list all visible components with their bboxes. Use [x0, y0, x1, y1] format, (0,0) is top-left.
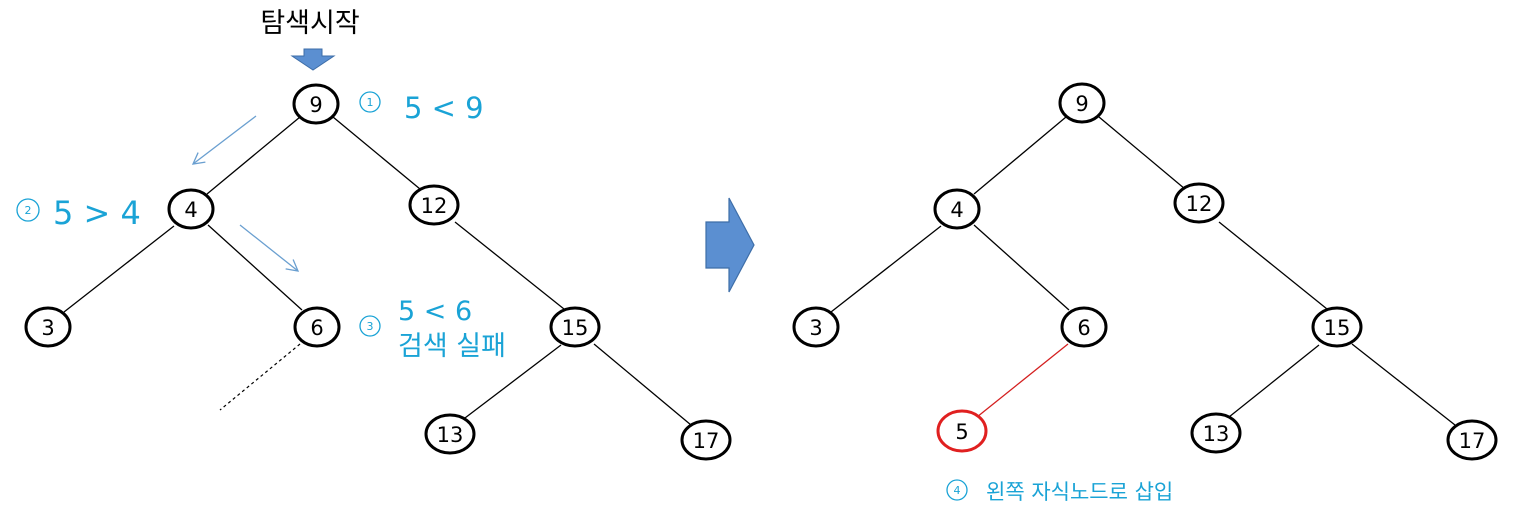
tree-node: 12 [1173, 182, 1225, 224]
node-label: 13 [437, 423, 464, 447]
new-edge [976, 343, 1069, 418]
node-label: 12 [1186, 192, 1213, 216]
right-tree: 9 4 12 3 6 15 5 13 17 [792, 82, 1498, 461]
step-arrow-right [239, 224, 300, 272]
tree-node: 15 [1311, 306, 1363, 348]
node-label: 9 [309, 93, 322, 117]
transition-arrow-icon [705, 197, 755, 293]
step-text: 5 < 9 [404, 91, 484, 125]
missing-child-dashed-line [219, 343, 301, 411]
node-label: 15 [562, 316, 589, 340]
node-label: 4 [950, 198, 963, 222]
search-start-arrow-icon [290, 48, 336, 71]
tree-node: 15 [549, 306, 601, 348]
step-1-annotation: 1 5 < 9 [359, 91, 484, 125]
step-2-annotation: 2 5 > 4 [16, 194, 141, 232]
search-start-label: 탐색시작 [260, 8, 359, 39]
tree-node: 9 [292, 83, 340, 125]
node-label: 5 [955, 420, 968, 444]
tree-node: 12 [408, 184, 460, 226]
inserted-node: 5 [936, 409, 988, 453]
step-text: 5 < 6 [398, 296, 472, 327]
tree-node: 13 [424, 413, 476, 455]
node-label: 12 [421, 194, 448, 218]
step-text: 왼쪽 자식노드로 삽입 [986, 480, 1173, 504]
node-label: 13 [1203, 422, 1230, 446]
node-label: 17 [693, 429, 720, 453]
step-3-annotation: 3 5 < 6 검색 실패 [359, 296, 506, 362]
search-fail-text: 검색 실패 [398, 331, 506, 362]
tree-node: 17 [680, 419, 732, 461]
node-label: 4 [184, 198, 197, 222]
step-number: 2 [25, 204, 32, 217]
tree-node: 13 [1190, 412, 1242, 454]
step-4-annotation: 4 왼쪽 자식노드로 삽입 [946, 479, 1173, 504]
left-tree-edges [63, 116, 692, 426]
left-tree: 9 4 12 3 6 15 13 17 [24, 83, 732, 461]
step-number: 1 [367, 96, 374, 109]
node-label: 3 [809, 316, 822, 340]
node-label: 6 [1077, 316, 1090, 340]
node-label: 6 [310, 316, 323, 340]
tree-node: 9 [1058, 82, 1106, 124]
step-arrow-left [191, 115, 257, 165]
node-label: 17 [1459, 429, 1486, 453]
node-label: 15 [1324, 316, 1351, 340]
tree-node: 6 [293, 306, 341, 348]
node-label: 3 [41, 316, 54, 340]
tree-node: 17 [1446, 419, 1498, 461]
step-text: 5 > 4 [53, 194, 141, 232]
node-label: 9 [1075, 92, 1088, 116]
tree-node: 6 [1060, 306, 1108, 348]
tree-node: 3 [792, 306, 840, 348]
right-tree-edges [830, 116, 1456, 426]
step-number: 3 [367, 320, 374, 333]
tree-node: 4 [167, 188, 215, 230]
tree-node: 4 [933, 188, 981, 230]
tree-node: 3 [24, 306, 72, 348]
step-number: 4 [954, 484, 961, 497]
